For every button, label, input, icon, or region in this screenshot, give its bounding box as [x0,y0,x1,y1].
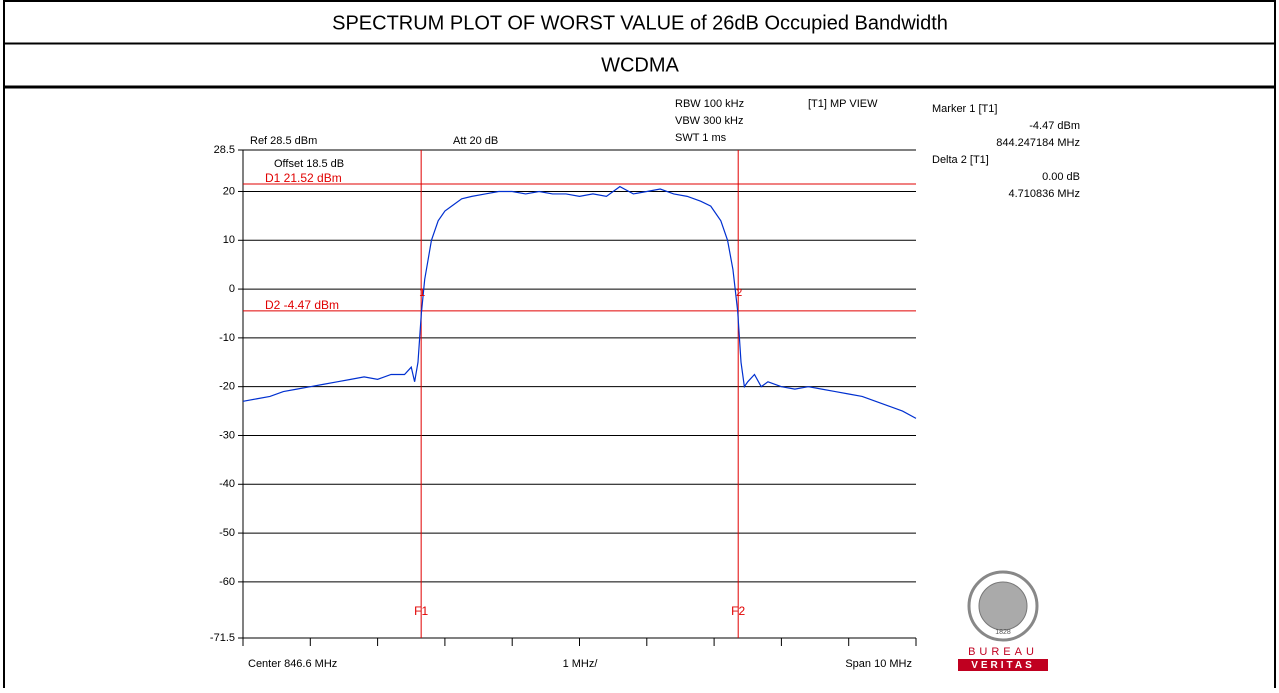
setting: RBW 100 kHz [675,98,744,110]
frequency-line-label: F1 [414,604,428,618]
marker-info: Marker 1 [T1] [932,103,997,115]
x-label: Center 846.6 MHz [248,658,337,670]
marker-info: 844.247184 MHz [996,137,1080,149]
marker-info: -4.47 dBm [1029,120,1080,132]
trace [242,185,917,419]
y-tick-label: -30 [219,429,235,441]
marker-info: Delta 2 [T1] [932,154,989,166]
setting: Att 20 dB [453,135,498,147]
y-tick-label: 28.5 [214,144,235,156]
marker-info: 0.00 dB [1042,171,1080,183]
y-tick-label: 10 [223,234,235,246]
display-line-label: D1 21.52 dBm [265,171,342,185]
y-tick-label: 20 [223,185,235,197]
subtitle: WCDMA [601,54,679,76]
logo-text: VERITAS [971,660,1035,671]
y-tick-label: -20 [219,381,235,393]
setting: [T1] MP VIEW [808,98,878,110]
title: SPECTRUM PLOT OF WORST VALUE of 26dB Occ… [332,12,948,34]
marker-label: 2 [736,287,742,299]
frequency-line-label: F2 [731,604,745,618]
x-label: Span 10 MHz [845,658,912,670]
x-label: 1 MHz/ [563,658,599,670]
logo-seal [978,581,1028,631]
setting: Offset 18.5 dB [274,158,344,170]
setting: Ref 28.5 dBm [250,135,317,147]
logo-text: BUREAU [968,646,1038,658]
y-tick-label: 0 [229,283,235,295]
logo-band [958,659,1048,671]
display-line-label: D2 -4.47 dBm [265,298,339,312]
y-tick-label: -60 [219,576,235,588]
setting: VBW 300 kHz [675,115,743,127]
setting: SWT 1 ms [675,132,727,144]
marker-info: 4.710836 MHz [1008,188,1080,200]
logo: 1828 BUREAU VERITAS [958,570,1048,671]
y-tick-label: -50 [219,527,235,539]
y-tick-label: -71.5 [210,632,235,644]
logo-year: 1828 [995,629,1011,636]
y-tick-label: -40 [219,478,235,490]
marker-label: 1 [419,287,425,299]
y-tick-label: -10 [219,332,235,344]
